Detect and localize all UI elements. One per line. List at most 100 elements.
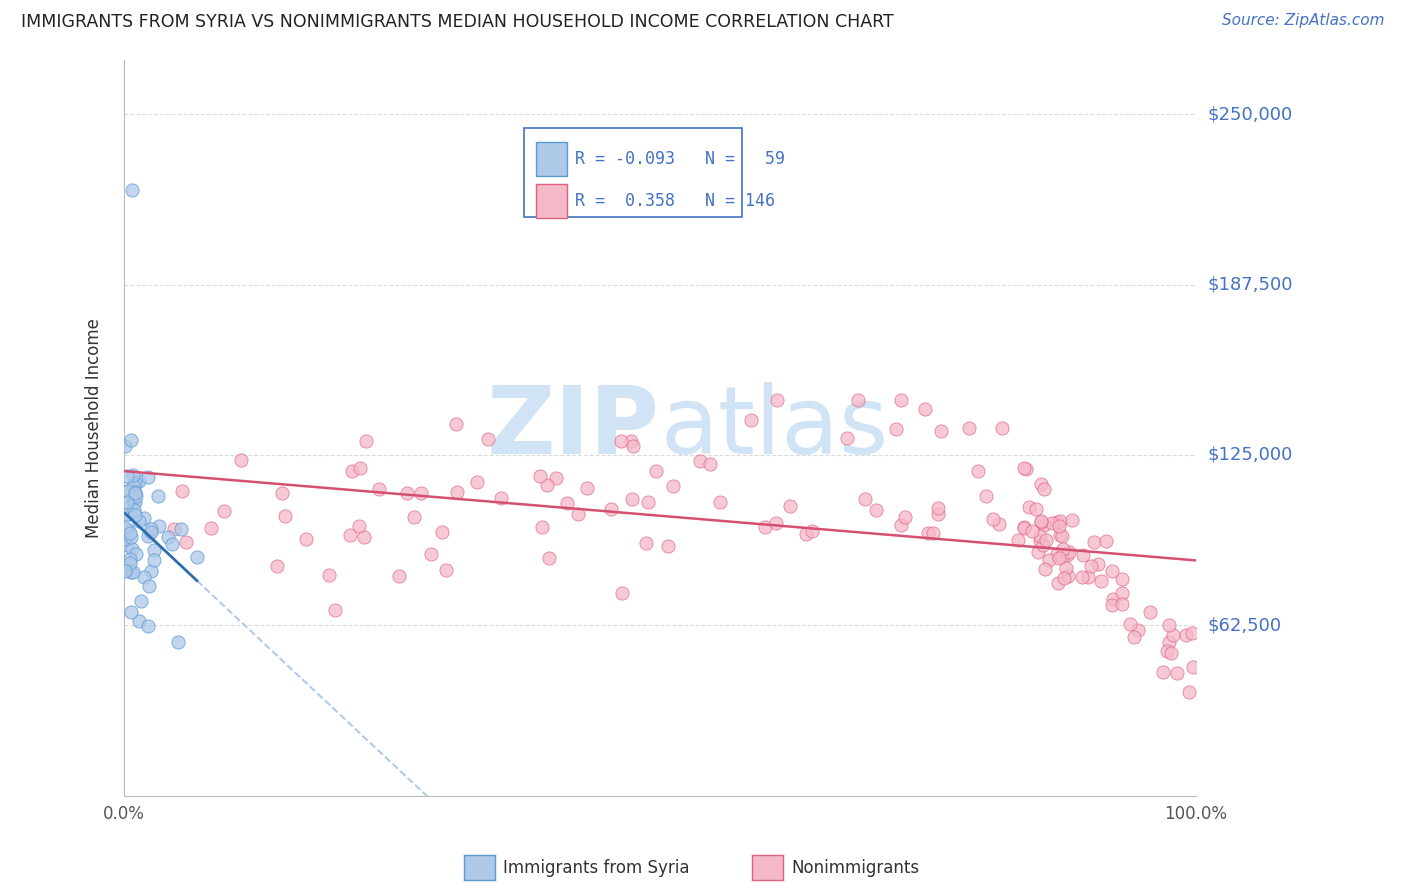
Point	[966, 464, 988, 478]
Point	[167, 635, 190, 649]
Point	[865, 503, 887, 517]
Point	[1126, 623, 1149, 637]
Point	[981, 512, 1004, 526]
Point	[1015, 462, 1038, 476]
Point	[987, 516, 1010, 531]
Point	[779, 499, 801, 513]
Point	[318, 567, 340, 582]
Point	[1175, 628, 1198, 642]
Point	[1163, 628, 1185, 642]
Point	[120, 605, 142, 619]
Point	[929, 424, 952, 438]
Point	[118, 500, 141, 515]
Point	[1029, 516, 1052, 530]
Text: $187,500: $187,500	[1208, 276, 1292, 293]
Point	[323, 603, 346, 617]
Point	[489, 491, 512, 505]
Point	[1028, 533, 1050, 548]
Point	[148, 519, 170, 533]
Point	[1033, 562, 1056, 576]
Point	[544, 471, 567, 485]
Point	[699, 457, 721, 471]
Point	[120, 433, 142, 447]
Text: IMMIGRANTS FROM SYRIA VS NONIMMIGRANTS MEDIAN HOUSEHOLD INCOME CORRELATION CHART: IMMIGRANTS FROM SYRIA VS NONIMMIGRANTS M…	[21, 13, 894, 31]
Point	[270, 486, 292, 500]
Point	[530, 520, 553, 534]
Point	[620, 434, 643, 448]
Point	[1083, 534, 1105, 549]
Point	[740, 413, 762, 427]
Point	[1156, 644, 1178, 658]
Point	[610, 434, 633, 449]
Point	[138, 619, 160, 633]
Point	[662, 479, 685, 493]
Point	[160, 536, 183, 550]
Point	[1159, 617, 1181, 632]
Point	[124, 486, 146, 500]
Point	[115, 485, 138, 500]
Point	[340, 464, 363, 478]
Point	[620, 491, 643, 506]
Point	[709, 494, 731, 508]
Point	[141, 565, 163, 579]
Point	[794, 526, 817, 541]
Point	[914, 402, 936, 417]
Point	[229, 453, 252, 467]
Point	[115, 563, 138, 577]
Text: R =  0.358   N = 146: R = 0.358 N = 146	[575, 192, 775, 210]
Point	[610, 586, 633, 600]
Point	[430, 524, 453, 539]
Point	[1047, 519, 1070, 533]
Point	[1057, 545, 1080, 559]
Point	[801, 524, 824, 538]
Point	[115, 537, 138, 551]
Point	[117, 523, 139, 537]
Point	[124, 484, 146, 499]
Point	[1033, 482, 1056, 496]
Point	[349, 461, 371, 475]
Point	[1038, 553, 1060, 567]
Point	[835, 431, 858, 445]
Point	[1018, 500, 1040, 514]
Point	[114, 559, 136, 574]
Point	[974, 489, 997, 503]
Point	[121, 468, 143, 483]
Point	[139, 522, 162, 536]
Point	[645, 464, 668, 478]
Point	[388, 568, 411, 582]
Point	[927, 507, 949, 521]
Point	[124, 475, 146, 490]
Point	[117, 507, 139, 521]
Point	[1014, 521, 1036, 535]
Point	[434, 563, 457, 577]
Text: Source: ZipAtlas.com: Source: ZipAtlas.com	[1222, 13, 1385, 29]
Point	[1166, 665, 1188, 680]
Point	[1007, 533, 1029, 547]
Point	[1159, 635, 1181, 649]
Text: $125,000: $125,000	[1208, 446, 1292, 464]
Point	[846, 393, 869, 408]
Point	[894, 509, 917, 524]
Point	[128, 515, 150, 529]
Point	[122, 478, 145, 492]
Point	[1050, 529, 1073, 543]
Point	[266, 558, 288, 573]
Point	[957, 421, 980, 435]
Point	[142, 553, 165, 567]
Text: $62,500: $62,500	[1208, 616, 1281, 634]
Point	[396, 486, 419, 500]
Point	[156, 530, 179, 544]
Point	[1070, 570, 1092, 584]
Point	[1053, 571, 1076, 585]
Point	[1028, 529, 1050, 543]
Point	[170, 522, 193, 536]
Point	[121, 541, 143, 556]
Point	[1087, 557, 1109, 571]
Point	[657, 539, 679, 553]
Point	[1057, 568, 1080, 582]
Point	[465, 475, 488, 489]
Point	[114, 439, 136, 453]
Point	[621, 439, 644, 453]
Point	[122, 565, 145, 579]
Point	[118, 556, 141, 570]
